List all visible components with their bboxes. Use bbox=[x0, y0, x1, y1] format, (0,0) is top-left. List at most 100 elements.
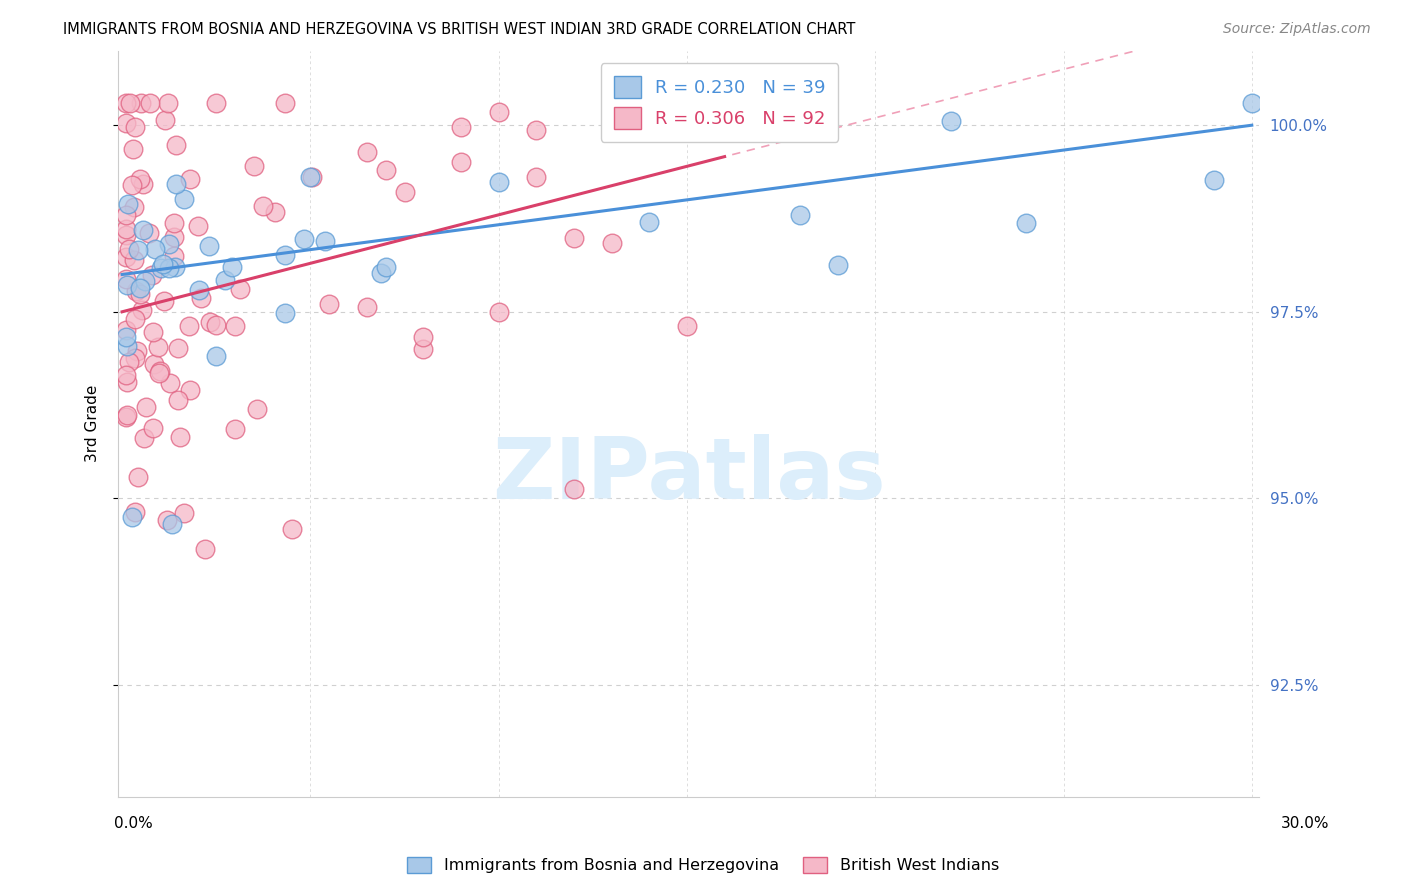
Point bbox=[124, 285, 146, 299]
Point bbox=[118, 354, 141, 368]
Point bbox=[162, 249, 184, 263]
Point bbox=[214, 273, 236, 287]
Point bbox=[450, 155, 472, 169]
Point bbox=[229, 282, 252, 296]
Point bbox=[141, 268, 163, 282]
Point bbox=[121, 510, 143, 524]
Point bbox=[132, 223, 155, 237]
Point bbox=[143, 358, 166, 372]
Point bbox=[115, 339, 138, 353]
Point bbox=[370, 266, 392, 280]
Point bbox=[165, 177, 187, 191]
Point bbox=[142, 421, 165, 435]
Point bbox=[148, 366, 170, 380]
Point bbox=[246, 402, 269, 417]
Point bbox=[562, 482, 585, 496]
Point bbox=[134, 274, 156, 288]
Point bbox=[638, 215, 661, 229]
Point bbox=[132, 431, 155, 445]
Point bbox=[165, 138, 187, 153]
Point bbox=[128, 172, 150, 186]
Point bbox=[205, 95, 228, 110]
Point bbox=[127, 470, 149, 484]
Point bbox=[128, 281, 150, 295]
Point bbox=[115, 329, 138, 343]
Point bbox=[177, 318, 200, 333]
Point bbox=[252, 199, 274, 213]
Point bbox=[221, 260, 243, 274]
Point bbox=[115, 375, 138, 389]
Point bbox=[124, 505, 146, 519]
Point bbox=[1204, 172, 1226, 186]
Point bbox=[488, 175, 510, 189]
Point bbox=[190, 291, 212, 305]
Point bbox=[243, 159, 266, 173]
Point bbox=[163, 260, 186, 275]
Point bbox=[318, 297, 340, 311]
Point bbox=[939, 114, 962, 128]
Legend: R = 0.230   N = 39, R = 0.306   N = 92: R = 0.230 N = 39, R = 0.306 N = 92 bbox=[600, 63, 838, 142]
Point bbox=[224, 318, 246, 333]
Point bbox=[149, 364, 172, 378]
Point bbox=[115, 408, 138, 422]
Point bbox=[115, 251, 138, 265]
Point bbox=[122, 142, 145, 156]
Point bbox=[115, 368, 138, 383]
Point bbox=[156, 513, 179, 527]
Point bbox=[115, 277, 138, 292]
Point bbox=[807, 115, 830, 129]
Point bbox=[128, 286, 150, 301]
Point bbox=[314, 235, 336, 249]
Point bbox=[132, 177, 155, 191]
Legend: Immigrants from Bosnia and Herzegovina, British West Indians: Immigrants from Bosnia and Herzegovina, … bbox=[401, 850, 1005, 880]
Point bbox=[562, 230, 585, 244]
Point bbox=[115, 116, 138, 130]
Point bbox=[157, 95, 180, 110]
Point bbox=[115, 95, 138, 110]
Point bbox=[524, 170, 547, 185]
Point bbox=[167, 341, 190, 355]
Point bbox=[124, 312, 146, 326]
Point bbox=[135, 401, 157, 415]
Point bbox=[159, 376, 181, 390]
Point bbox=[394, 185, 416, 199]
Point bbox=[138, 227, 160, 241]
Point bbox=[115, 228, 138, 243]
Point bbox=[115, 208, 138, 222]
Point bbox=[273, 248, 295, 262]
Point bbox=[205, 349, 228, 363]
Point bbox=[115, 222, 138, 236]
Point bbox=[124, 253, 146, 268]
Point bbox=[198, 315, 221, 329]
Point bbox=[524, 122, 547, 136]
Point bbox=[162, 216, 184, 230]
Point bbox=[299, 170, 322, 185]
Point bbox=[162, 517, 184, 532]
Point bbox=[194, 541, 217, 556]
Point bbox=[412, 342, 434, 356]
Point bbox=[204, 318, 226, 332]
Point bbox=[153, 112, 176, 127]
Point bbox=[188, 283, 211, 297]
Point bbox=[488, 304, 510, 318]
Point bbox=[173, 506, 195, 520]
Point bbox=[789, 208, 811, 222]
Point bbox=[118, 95, 141, 110]
Text: IMMIGRANTS FROM BOSNIA AND HERZEGOVINA VS BRITISH WEST INDIAN 3RD GRADE CORRELAT: IMMIGRANTS FROM BOSNIA AND HERZEGOVINA V… bbox=[63, 22, 856, 37]
Point bbox=[124, 351, 146, 366]
Point bbox=[131, 95, 153, 110]
Point bbox=[169, 430, 191, 444]
Point bbox=[374, 260, 396, 274]
Point bbox=[121, 178, 143, 193]
Point bbox=[187, 219, 209, 234]
Point bbox=[139, 95, 162, 110]
Point bbox=[152, 257, 174, 271]
Point bbox=[115, 323, 138, 337]
Point bbox=[142, 325, 165, 339]
Point bbox=[600, 236, 623, 251]
Text: ZIPatlas: ZIPatlas bbox=[492, 434, 886, 517]
Point bbox=[179, 383, 201, 397]
Point bbox=[1015, 216, 1038, 230]
Point bbox=[280, 522, 302, 536]
Point bbox=[356, 301, 378, 315]
